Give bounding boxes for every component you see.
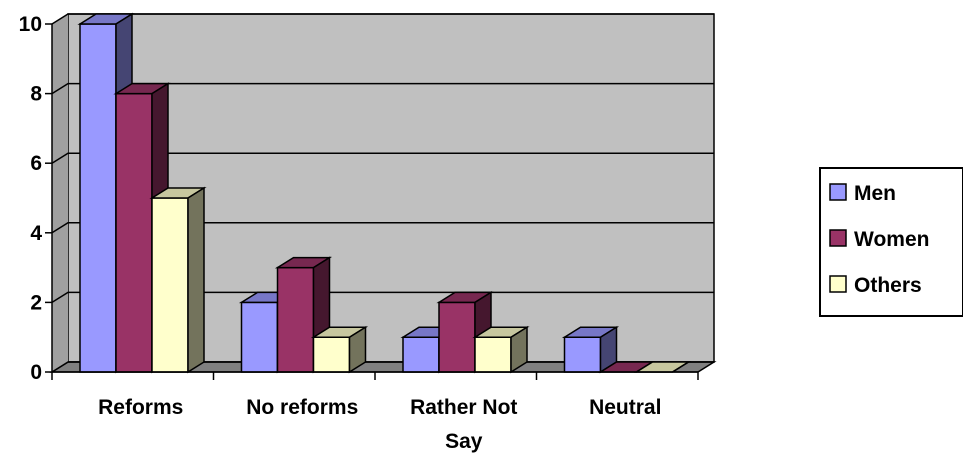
legend-label: Women	[854, 228, 929, 251]
bar-men-neutral	[561, 325, 620, 374]
gridline	[51, 82, 714, 95]
bars	[77, 12, 692, 374]
x-axis-categories: Reforms No reforms Rather Not Say Neutral	[98, 396, 661, 453]
y-axis-ticks: 0 2 4 6 8 10	[19, 13, 43, 384]
y-tick-label: 4	[30, 222, 42, 245]
bar-others-rather-not-say	[472, 325, 530, 374]
gridline	[51, 13, 714, 25]
x-category-label: Rather Not Say	[410, 396, 517, 453]
x-category-label: Reforms	[98, 396, 183, 419]
legend-label: Others	[854, 274, 922, 297]
bar-others-reforms	[149, 186, 207, 374]
gridline	[51, 291, 714, 304]
axes	[45, 23, 699, 380]
bar-others-no-reforms	[310, 325, 369, 374]
y-tick-label: 6	[30, 152, 42, 175]
x-category-label: Neutral	[589, 396, 661, 419]
x-category-label: No reforms	[246, 396, 358, 419]
legend-swatch	[829, 229, 847, 247]
gridline	[51, 152, 714, 164]
y-tick-label: 10	[19, 13, 42, 36]
y-tick-label: 2	[30, 291, 42, 314]
legend-item-others: Others	[829, 274, 922, 297]
legend-item-men: Men	[829, 182, 896, 205]
y-tick-label: 8	[30, 83, 42, 106]
side-wall	[52, 14, 68, 372]
legend-swatch	[829, 275, 847, 293]
legend-item-women: Women	[829, 228, 929, 251]
gridline	[51, 222, 714, 234]
legend: Men Women Others	[819, 167, 963, 317]
gridlines	[51, 13, 714, 373]
legend-swatch	[829, 183, 847, 201]
bar-women-reforms	[113, 82, 171, 374]
legend-label: Men	[854, 182, 896, 205]
y-tick-label: 0	[30, 361, 42, 384]
